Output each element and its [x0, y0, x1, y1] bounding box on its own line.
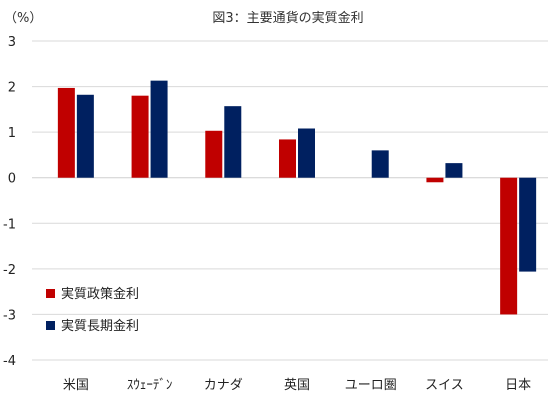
bar-policy — [426, 177, 444, 183]
legend-label: 実質長期金利 — [61, 318, 139, 334]
legend-label: 実質政策金利 — [61, 286, 139, 302]
bar-longterm — [298, 128, 315, 178]
chart-title: 図3：主要通貨の実質金利 — [212, 10, 363, 26]
x-tick-label: カナダ — [204, 378, 243, 393]
x-tick-label: ユーロ圏 — [345, 378, 397, 393]
bar-policy — [279, 139, 296, 178]
x-tick-label: スイス — [425, 378, 464, 393]
y-axis: 3 2 1 0 -1 -2 -3 -4 — [3, 35, 16, 369]
x-tick-label: 米国 — [63, 378, 89, 393]
bar-longterm — [76, 94, 94, 178]
legend-swatch — [46, 289, 55, 298]
bar-longterm — [224, 106, 242, 178]
y-tick-label: 2 — [8, 81, 16, 96]
bar-policy — [131, 95, 149, 178]
y-tick-label: -2 — [3, 263, 16, 278]
bar-longterm — [371, 150, 389, 178]
x-tick-label: 英国 — [284, 378, 310, 393]
bar-longterm — [445, 163, 463, 178]
bar-policy — [205, 130, 223, 178]
x-tick-label: ｽｳｪｰﾃﾞﾝ — [127, 378, 173, 393]
y-unit-label: （%） — [4, 11, 42, 26]
bar-longterm — [150, 80, 168, 178]
grid — [32, 40, 548, 361]
y-tick-label: -3 — [3, 308, 16, 323]
y-tick-label: 1 — [8, 126, 16, 141]
legend-swatch — [46, 321, 55, 330]
bar-longterm — [519, 177, 537, 272]
bar-policy — [500, 177, 518, 315]
x-axis: 米国 ｽｳｪｰﾃﾞﾝ カナダ 英国 ユーロ圏 スイス 日本 — [63, 378, 531, 393]
y-tick-label: 0 — [8, 172, 16, 187]
y-tick-label: -1 — [3, 217, 16, 232]
bar-policy — [57, 87, 75, 178]
bars — [57, 80, 537, 315]
y-tick-label: 3 — [8, 35, 16, 50]
x-tick-label: 日本 — [505, 378, 531, 393]
y-tick-label: -4 — [3, 354, 16, 369]
